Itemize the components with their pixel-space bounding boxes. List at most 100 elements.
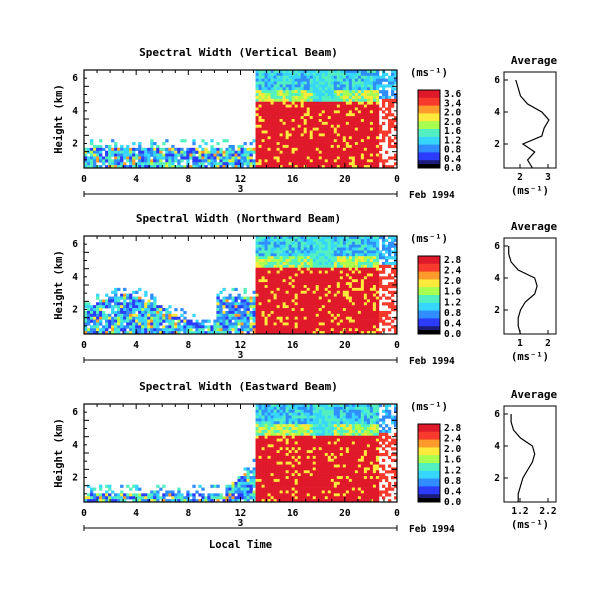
heatmap-cell <box>345 162 350 166</box>
heatmap-cell <box>219 165 223 169</box>
heatmap-cell <box>357 147 362 151</box>
heatmap-cell <box>354 293 359 297</box>
heatmap-cell <box>99 144 103 149</box>
heatmap-cell <box>387 247 392 251</box>
heatmap-cell <box>333 119 338 123</box>
heatmap-cell <box>303 285 308 289</box>
heatmap-cell <box>297 273 301 277</box>
heatmap-cell <box>288 250 292 254</box>
heatmap-cell <box>339 87 344 91</box>
heatmap-cell <box>342 147 347 151</box>
heatmap-cell <box>378 84 383 88</box>
heatmap-cell <box>297 270 301 274</box>
heatmap-cell <box>246 165 250 169</box>
heatmap-cell <box>372 162 377 166</box>
heatmap-cell <box>210 331 214 335</box>
heatmap-cell <box>273 253 277 257</box>
heatmap-cell <box>363 285 368 289</box>
heatmap-cell <box>360 299 365 303</box>
heatmap-cell <box>351 153 356 157</box>
heatmap-cell <box>138 299 142 303</box>
heatmap-cell <box>231 147 235 151</box>
heatmap-cell <box>387 302 392 306</box>
heatmap-cell <box>375 156 380 160</box>
heatmap-cell <box>288 453 292 457</box>
heatmap-cell <box>192 493 196 497</box>
heatmap-cell <box>342 256 347 260</box>
heatmap-cell <box>180 139 184 143</box>
heatmap-cell <box>264 409 268 413</box>
heatmap-cell <box>369 75 374 79</box>
heatmap-cell <box>291 435 295 439</box>
heatmap-cell <box>366 256 371 260</box>
heatmap-cell <box>372 308 377 312</box>
heatmap-cell <box>342 110 347 114</box>
heatmap-cell <box>357 87 362 91</box>
heatmap-cell <box>264 147 268 151</box>
heatmap-cell <box>117 493 121 497</box>
heatmap-cell <box>312 133 317 137</box>
heatmap-cell <box>360 165 365 169</box>
heatmap-cell <box>315 259 320 263</box>
heatmap-cell <box>369 331 374 335</box>
heatmap-cell <box>141 147 145 151</box>
heatmap-cell <box>144 293 148 297</box>
heatmap-cell <box>291 261 295 266</box>
heatmap-cell <box>303 153 308 157</box>
heatmap-cell <box>288 136 292 140</box>
colorbar-unit: (ms⁻¹) <box>410 67 448 79</box>
heatmap-cell <box>225 490 229 494</box>
heatmap-cell <box>264 276 268 280</box>
heatmap-cell <box>348 267 353 271</box>
heatmap-cell <box>273 424 277 428</box>
heatmap-cell <box>264 305 268 309</box>
heatmap-cell <box>306 107 311 111</box>
heatmap-cell <box>261 236 265 240</box>
heatmap-cell <box>111 153 115 157</box>
heatmap-cell <box>345 75 350 79</box>
heatmap-cell <box>252 476 256 480</box>
heatmap-cell <box>348 130 353 134</box>
heatmap-cell <box>270 247 274 251</box>
heatmap-cell <box>192 142 196 146</box>
heatmap-cell <box>339 130 344 134</box>
heatmap-cell <box>258 496 262 500</box>
heatmap-cell <box>171 319 175 323</box>
heatmap-cell <box>192 159 196 163</box>
heatmap-cell <box>336 153 341 157</box>
heatmap-cell <box>270 253 274 257</box>
heatmap-cell <box>297 253 301 257</box>
heatmap-cell <box>288 496 292 500</box>
heatmap-cell <box>336 116 341 120</box>
x-tick-label: 0 <box>394 174 400 185</box>
heatmap-cell <box>255 444 259 448</box>
heatmap-cell <box>261 261 265 266</box>
heatmap-cell <box>372 256 377 260</box>
heatmap-cell <box>318 127 323 131</box>
heatmap-cell <box>276 290 280 294</box>
heatmap-cell <box>306 285 311 289</box>
heatmap-cell <box>168 156 172 160</box>
heatmap-cell <box>285 95 289 100</box>
heatmap-cell <box>363 250 368 254</box>
heatmap-cell <box>264 455 268 460</box>
heatmap-cell <box>366 285 371 289</box>
heatmap-cell <box>255 156 259 160</box>
heatmap-cell <box>384 250 389 254</box>
heatmap-cell <box>246 153 250 157</box>
heatmap-cell <box>369 250 374 254</box>
heatmap-cell <box>255 282 259 286</box>
heatmap-cell <box>339 113 344 117</box>
heatmap-cell <box>297 113 301 117</box>
heatmap-cell <box>333 124 338 128</box>
heatmap-cell <box>366 113 371 117</box>
heatmap-cell <box>366 331 371 335</box>
heatmap-cell <box>168 313 172 317</box>
heatmap-cell <box>147 159 151 163</box>
heatmap-cell <box>297 121 301 126</box>
heatmap-cell <box>369 264 374 268</box>
heatmap-cell <box>264 124 268 128</box>
heatmap-cell <box>231 496 235 500</box>
heatmap-cell <box>114 299 118 303</box>
heatmap-cell <box>279 415 283 419</box>
